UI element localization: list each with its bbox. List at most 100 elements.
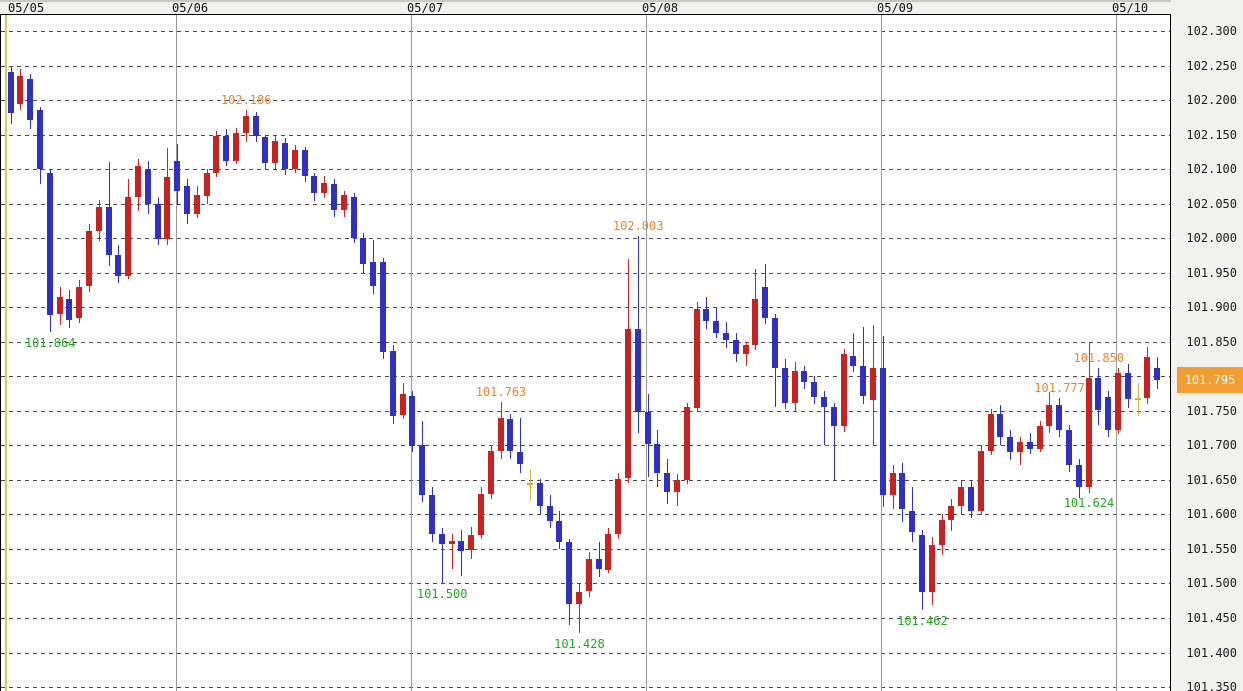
candle-body [517, 452, 524, 464]
candle-body [76, 287, 83, 318]
candle-body [683, 407, 690, 480]
price-axis-label: 101.450 [1186, 611, 1237, 625]
candle-body [46, 173, 53, 315]
swing-low-label: 101.462 [897, 614, 948, 628]
gridline-day-boundary [881, 15, 882, 691]
candle-body [967, 487, 974, 511]
candle-body [154, 204, 161, 239]
candle-body [262, 137, 269, 163]
candle-body [899, 473, 906, 509]
candle-body [840, 354, 847, 426]
candle-body [938, 520, 945, 545]
window-top-edge [0, 0, 1243, 2]
swing-low-label: 101.624 [1063, 496, 1115, 510]
gridline-horizontal [1, 135, 1170, 136]
candle-body [7, 72, 14, 113]
candle-body [566, 542, 573, 604]
candle-body [252, 116, 259, 136]
candle-body [311, 176, 318, 193]
price-axis-label: 101.900 [1186, 300, 1237, 314]
price-axis-label: 101.400 [1186, 646, 1237, 660]
gridline-horizontal [1, 204, 1170, 205]
candle-body [1124, 373, 1131, 399]
date-label: 05/07 [407, 1, 444, 15]
price-axis-label: 101.500 [1186, 576, 1237, 590]
candle-body [713, 321, 720, 333]
candle-body [693, 309, 700, 408]
candle-body [801, 371, 808, 382]
candle-body [468, 535, 475, 550]
gridline-horizontal [1, 100, 1170, 101]
price-axis-label: 101.950 [1186, 266, 1237, 280]
gridline-horizontal [1, 273, 1170, 274]
gridline-day-boundary [411, 15, 412, 691]
candle-body [673, 480, 680, 492]
candle-body [1114, 373, 1121, 430]
price-axis-label: 101.850 [1186, 335, 1237, 349]
candle-body [997, 414, 1004, 437]
plot-area[interactable]: 102.186 102.003 101.763 101.850 101.777 101.8… [0, 14, 1171, 691]
candle-body [477, 494, 484, 535]
swing-high-label: 101.850 [1073, 351, 1125, 365]
gridline-horizontal [1, 238, 1170, 239]
gridline-horizontal [1, 549, 1170, 550]
candle-wick [520, 418, 522, 473]
candle-wick [578, 583, 580, 633]
price-axis-label: 101.750 [1186, 404, 1237, 418]
candle-body [987, 414, 994, 451]
date-label: 05/05 [8, 1, 45, 15]
gridline-horizontal [1, 618, 1170, 619]
gridline-horizontal [1, 411, 1170, 412]
gridline-horizontal [1, 514, 1170, 515]
swing-low-label: 101.500 [416, 587, 468, 601]
candle-body [438, 534, 445, 544]
candle-body [742, 345, 749, 354]
candle-body [419, 445, 426, 495]
candle-body [615, 479, 622, 534]
price-axis-label: 101.550 [1186, 542, 1237, 556]
candle-body [830, 407, 837, 426]
candle-body [909, 511, 916, 532]
candle-body [1105, 397, 1112, 430]
candle-body [595, 559, 602, 569]
candle-body [1075, 465, 1082, 487]
candle-body [585, 559, 592, 591]
swing-low-label: 101.864 [24, 336, 76, 350]
candle-body [928, 545, 935, 592]
candle-body [272, 141, 279, 163]
candle-body [458, 541, 465, 551]
candle-body [1095, 378, 1102, 410]
candle-body [918, 535, 925, 592]
candle-body [860, 366, 867, 396]
candle-body [771, 318, 778, 368]
gridline-horizontal [1, 31, 1170, 32]
candle-body [977, 451, 984, 511]
candle-body [958, 487, 965, 506]
candle-body [164, 177, 171, 239]
gridline-horizontal [1, 307, 1170, 308]
candle-body [811, 382, 818, 397]
candle-wick [461, 530, 463, 576]
candle-body [232, 133, 239, 161]
candle-body [409, 396, 416, 446]
candle-body [144, 169, 151, 204]
candle-body [791, 371, 798, 403]
candle-body [242, 116, 249, 133]
candle-body [1065, 430, 1072, 465]
candle-body [869, 368, 876, 400]
price-axis-label: 101.600 [1186, 507, 1237, 521]
candle-body [879, 368, 886, 495]
candle-body [644, 412, 651, 444]
candle-body [605, 534, 612, 570]
candle-body [703, 309, 710, 321]
candle-body [850, 356, 857, 366]
price-axis-label: 102.200 [1186, 93, 1237, 107]
candle-body [291, 150, 298, 169]
gridline-horizontal [1, 342, 1170, 343]
swing-low-label: 101.428 [554, 637, 605, 651]
gridline-horizontal [1, 376, 1170, 377]
candle-body [1007, 437, 1014, 452]
candle-body [497, 418, 504, 451]
candle-body [36, 110, 43, 169]
candle-body [448, 541, 455, 544]
